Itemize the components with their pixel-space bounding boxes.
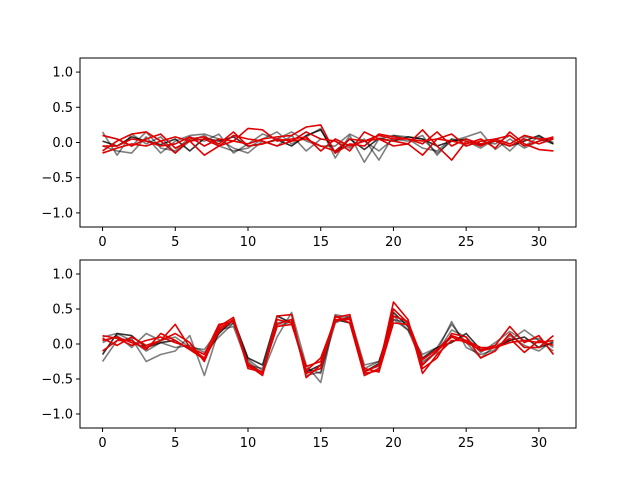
x-tick-label: 15 — [312, 436, 329, 451]
x-tick-label: 30 — [531, 436, 548, 451]
series-line-4 — [102, 131, 554, 156]
x-tick-label: 30 — [531, 235, 548, 250]
series-line-7 — [102, 313, 554, 379]
y-tick-label: −1.0 — [41, 206, 73, 221]
y-tick-label: −0.5 — [41, 373, 73, 388]
x-tick-label: 25 — [458, 436, 475, 451]
series-line-5 — [102, 127, 554, 152]
y-tick-label: 0.0 — [52, 338, 73, 353]
x-tick-label: 5 — [171, 235, 179, 250]
x-tick-label: 20 — [385, 436, 402, 451]
y-tick-label: 1.0 — [52, 268, 73, 283]
x-tick-label: 20 — [385, 235, 402, 250]
y-tick-label: 0.0 — [52, 136, 73, 151]
x-tick-label: 0 — [98, 436, 106, 451]
series-line-7 — [102, 124, 554, 154]
series-line-8 — [102, 131, 554, 156]
axes-bottom: 0 5 10 15 20 25 30 −1.0 −0.5 0.0 0.5 1.0 — [41, 259, 577, 451]
x-tick-label: 15 — [312, 235, 329, 250]
y-tick-label: 0.5 — [52, 303, 73, 318]
axes-top: 0 5 10 15 20 25 30 −1.0 −0.5 0.0 0.5 1.0 — [41, 57, 577, 250]
y-tick-label: −0.5 — [41, 171, 73, 186]
series-line-8 — [102, 313, 554, 375]
x-tick-label: 5 — [171, 436, 179, 451]
x-tick-label: 0 — [98, 235, 106, 250]
y-tick-label: 1.0 — [52, 66, 73, 81]
y-tick-label: −1.0 — [41, 408, 73, 423]
x-tick-label: 10 — [240, 235, 257, 250]
x-tick-label: 10 — [240, 436, 257, 451]
x-tick-label: 25 — [458, 235, 475, 250]
y-tick-label: 0.5 — [52, 101, 73, 116]
